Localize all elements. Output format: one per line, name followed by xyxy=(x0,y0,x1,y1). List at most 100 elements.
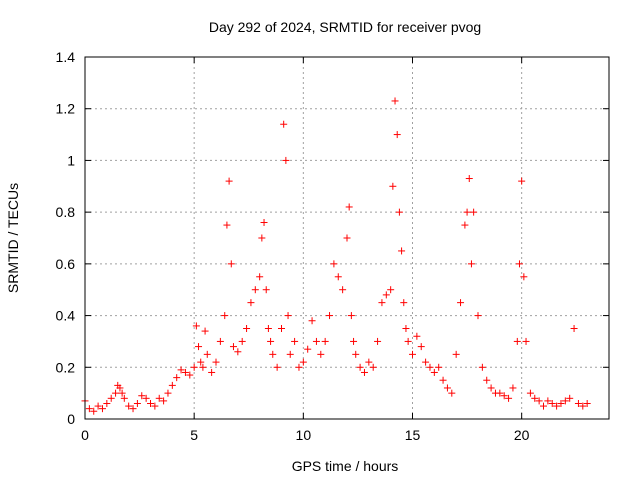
data-point xyxy=(317,350,325,358)
data-point xyxy=(513,337,521,345)
data-point xyxy=(409,350,416,358)
data-point xyxy=(334,273,342,281)
data-point xyxy=(299,358,307,366)
data-point xyxy=(548,399,556,407)
data-point xyxy=(395,208,403,216)
data-point xyxy=(561,397,569,405)
data-point xyxy=(225,177,233,185)
data-point xyxy=(352,350,360,358)
x-tick-label: 0 xyxy=(81,427,89,443)
data-point xyxy=(192,322,200,330)
data-point xyxy=(343,234,351,242)
data-point xyxy=(404,337,412,345)
data-point xyxy=(350,337,358,345)
data-point xyxy=(195,343,203,351)
data-point xyxy=(382,291,390,299)
data-point xyxy=(339,286,347,294)
data-point xyxy=(118,389,126,397)
y-tick-label: 1.2 xyxy=(56,101,76,117)
tick-labels: 0 5 10 15 20 0 0.2 0.4 0.6 0.8 1 1.2 1.4 xyxy=(56,49,530,443)
data-point xyxy=(535,397,543,405)
chart-title: Day 292 of 2024, SRMTID for receiver pvo… xyxy=(209,19,481,35)
data-point xyxy=(483,376,491,384)
data-point xyxy=(138,392,146,400)
data-point xyxy=(133,399,141,407)
data-point xyxy=(221,312,229,320)
data-point xyxy=(509,384,517,392)
data-point xyxy=(223,221,231,229)
data-point xyxy=(402,325,410,332)
data-point xyxy=(116,384,124,392)
data-point xyxy=(229,343,237,351)
data-point xyxy=(398,247,406,255)
data-point xyxy=(417,343,425,351)
data-point xyxy=(199,363,207,371)
grid-lines xyxy=(85,57,609,419)
data-point xyxy=(155,394,163,402)
data-point xyxy=(142,394,150,402)
data-point xyxy=(330,260,338,268)
data-point xyxy=(197,358,205,366)
data-point xyxy=(321,337,329,345)
data-point xyxy=(574,399,582,407)
data-point xyxy=(201,327,209,335)
data-point xyxy=(147,399,154,407)
data-point xyxy=(526,389,534,397)
data-point xyxy=(85,405,93,413)
data-point xyxy=(190,363,198,371)
data-point xyxy=(286,350,294,358)
data-point xyxy=(463,208,471,216)
data-point xyxy=(470,208,478,216)
tick-marks xyxy=(84,56,609,420)
data-point xyxy=(308,317,316,325)
data-point xyxy=(251,286,259,294)
data-point xyxy=(282,156,290,164)
data-point xyxy=(173,374,181,382)
data-point xyxy=(557,399,565,407)
data-point xyxy=(264,325,272,332)
data-point xyxy=(426,363,434,371)
data-point xyxy=(465,175,473,183)
data-point xyxy=(256,273,264,281)
data-point xyxy=(278,325,285,332)
data-point xyxy=(345,203,353,211)
data-point xyxy=(247,299,255,307)
data-point xyxy=(234,348,242,356)
x-tick-label: 15 xyxy=(405,427,421,443)
data-point xyxy=(273,363,281,371)
data-point xyxy=(112,389,120,397)
data-points xyxy=(81,97,591,415)
data-point xyxy=(260,218,268,226)
data-point xyxy=(243,325,251,332)
data-point xyxy=(212,358,220,366)
data-point xyxy=(515,260,523,268)
data-point xyxy=(267,337,275,345)
x-tick-label: 5 xyxy=(190,427,198,443)
data-point xyxy=(478,363,486,371)
data-point xyxy=(356,363,364,371)
data-point xyxy=(461,221,469,229)
y-tick-label: 0.4 xyxy=(56,308,76,324)
data-point xyxy=(393,131,401,139)
data-point xyxy=(160,397,168,405)
data-point xyxy=(258,234,266,242)
y-axis-label: SRMTID / TECUs xyxy=(5,183,21,293)
data-point xyxy=(389,182,397,190)
data-point xyxy=(439,376,447,384)
data-point xyxy=(544,397,552,405)
data-point xyxy=(505,394,513,402)
data-point xyxy=(269,350,277,358)
data-point xyxy=(435,363,443,371)
data-point xyxy=(487,384,495,392)
data-point xyxy=(474,312,482,320)
data-point xyxy=(129,405,137,413)
data-point xyxy=(520,273,528,281)
data-point xyxy=(94,402,102,410)
data-point xyxy=(540,402,547,410)
data-point xyxy=(531,394,539,402)
data-point xyxy=(295,363,303,371)
data-point xyxy=(374,337,382,345)
data-point xyxy=(312,337,320,345)
x-tick-label: 10 xyxy=(296,427,312,443)
